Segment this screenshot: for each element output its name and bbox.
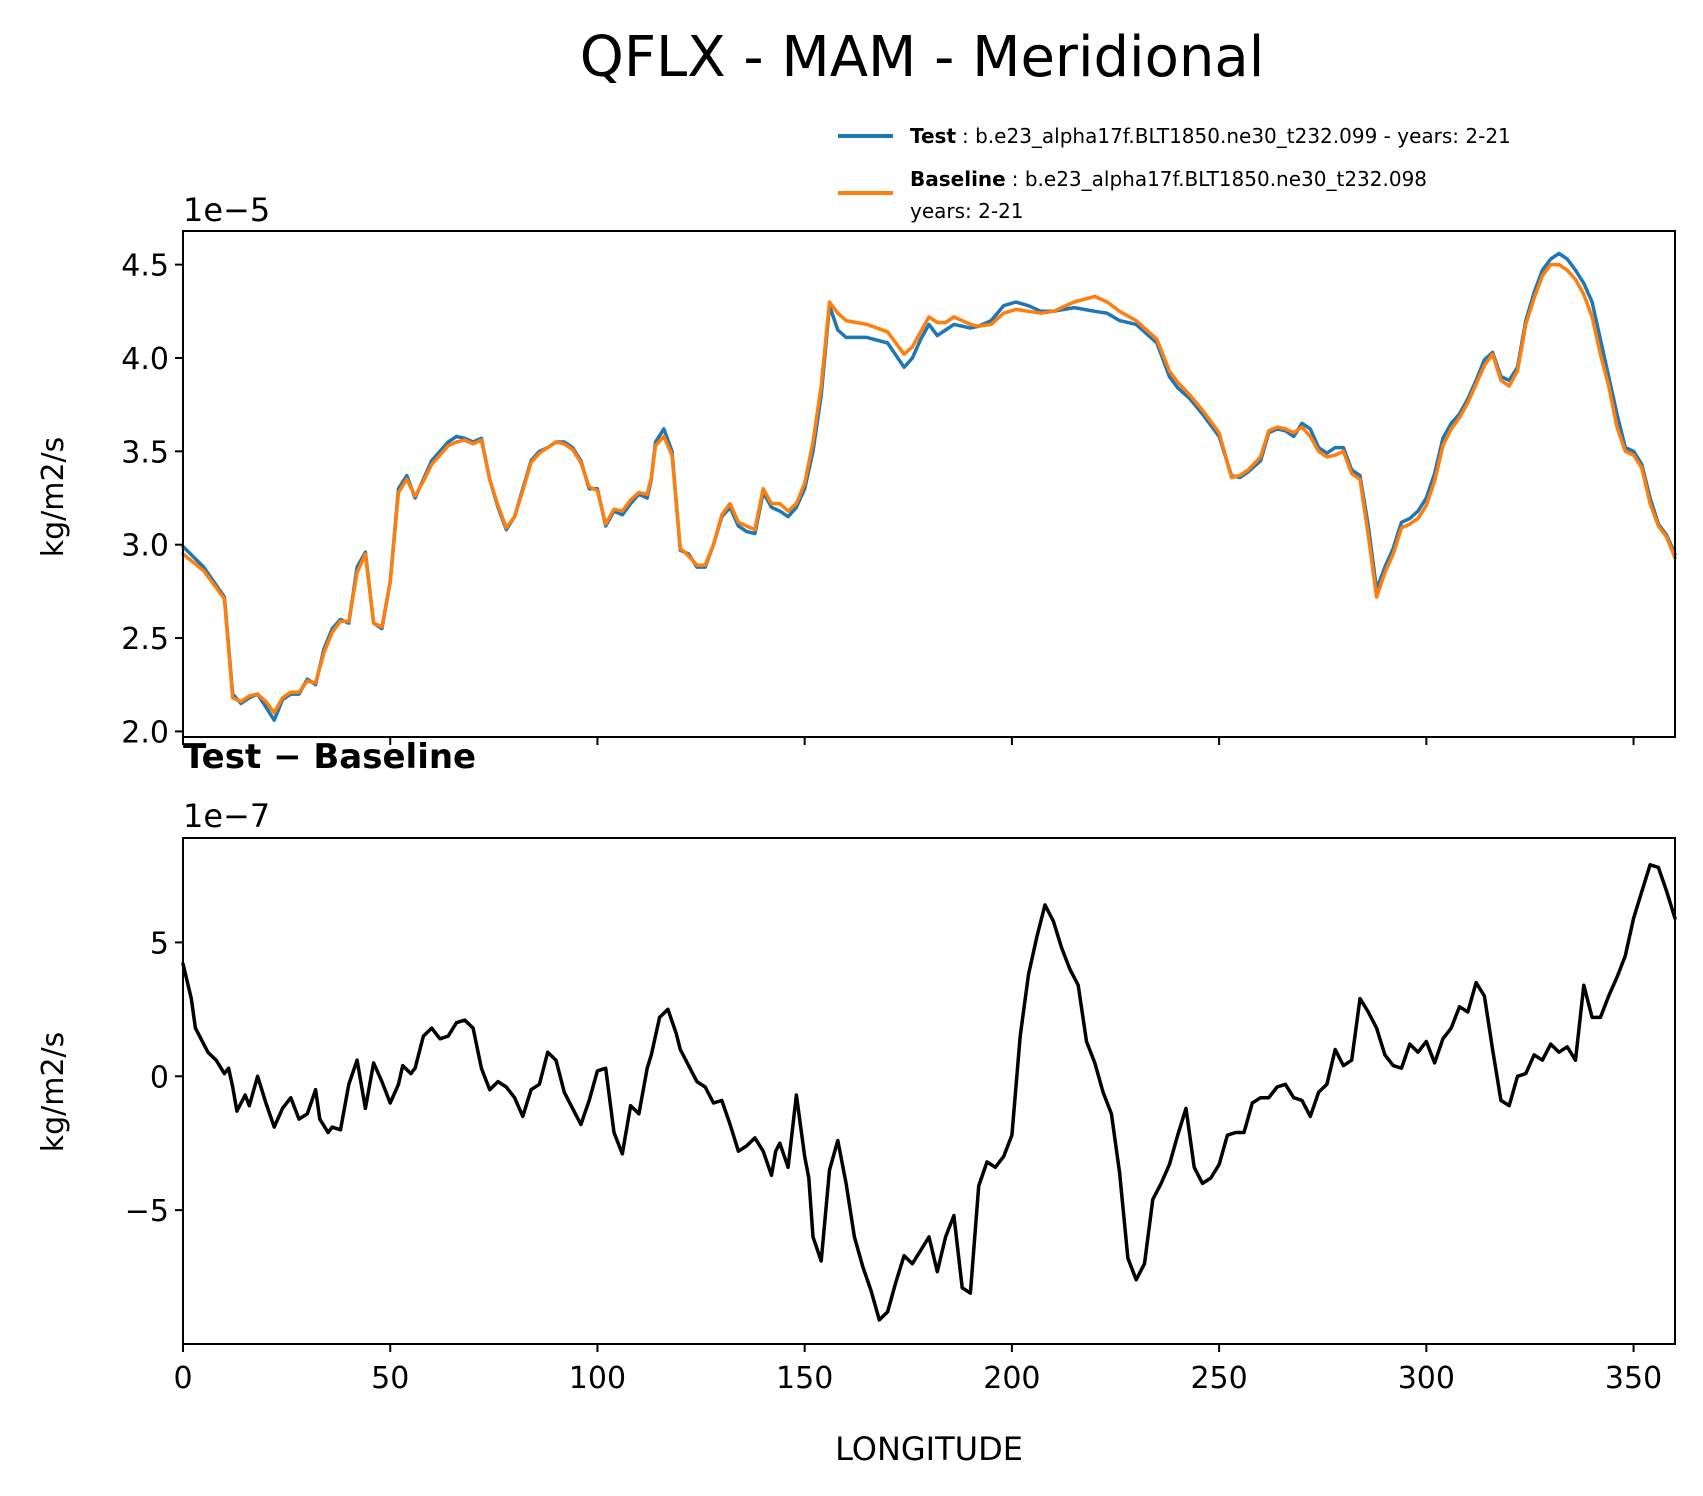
bottom-x-tick-label: 50	[371, 1361, 409, 1396]
bottom-x-tick-label: 100	[569, 1361, 626, 1396]
bottom-y-tick-label: −5	[125, 1194, 169, 1229]
top-y-tick-label: 2.5	[121, 622, 169, 657]
bottom-series-test-baseline-line	[181, 863, 1677, 1322]
top-plot-frame	[182, 230, 1676, 738]
bottom-x-tick-label: 150	[776, 1361, 833, 1396]
bottom-scale-label: 1e−7	[183, 797, 270, 835]
bottom-x-tick-label: 250	[1190, 1361, 1247, 1396]
legend-test-name: Test	[910, 124, 956, 148]
top-y-tick-label: 2.0	[121, 715, 169, 750]
bottom-panel-title: Test − Baseline	[183, 737, 476, 777]
top-y-tick-label: 4.5	[121, 249, 169, 284]
top-y-tick-label: 4.0	[121, 342, 169, 377]
x-axis-label: LONGITUDE	[835, 1430, 1023, 1468]
bottom-x-tick-label: 350	[1605, 1361, 1662, 1396]
legend: Test: b.e23_alpha17f.BLT1850.ne30_t232.0…	[838, 124, 1511, 223]
top-panel: 1e−5 kg/m2/s 2.0 2.5 3.0 3.5 4.0 4.5	[36, 191, 1677, 750]
bottom-y-tick-label: 0	[150, 1060, 169, 1095]
figure-title: QFLX - MAM - Meridional	[580, 25, 1265, 90]
legend-baseline-desc: : b.e23_alpha17f.BLT1850.ne30_t232.098	[1012, 167, 1427, 191]
top-series-baseline-line	[181, 262, 1677, 715]
top-scale-label: 1e−5	[183, 191, 270, 229]
legend-test-desc: : b.e23_alpha17f.BLT1850.ne30_t232.099 -…	[962, 124, 1511, 148]
top-y-tick-label: 3.5	[121, 435, 169, 470]
top-y-axis-label: kg/m2/s	[36, 437, 71, 558]
bottom-y-axis-label: kg/m2/s	[36, 1032, 71, 1153]
bottom-x-tick-label: 300	[1398, 1361, 1455, 1396]
legend-baseline-name: Baseline	[910, 167, 1006, 191]
bottom-x-tick-label: 0	[173, 1361, 192, 1396]
legend-baseline-label: Baseline: b.e23_alpha17f.BLT1850.ne30_t2…	[910, 167, 1427, 191]
legend-test-label: Test: b.e23_alpha17f.BLT1850.ne30_t232.0…	[910, 124, 1511, 148]
legend-baseline-years: years: 2-21	[910, 199, 1024, 223]
bottom-plot-frame	[182, 837, 1676, 1345]
bottom-y-tick-label: 5	[150, 926, 169, 961]
bottom-x-tick-label: 200	[983, 1361, 1040, 1396]
top-y-tick-label: 3.0	[121, 529, 169, 564]
